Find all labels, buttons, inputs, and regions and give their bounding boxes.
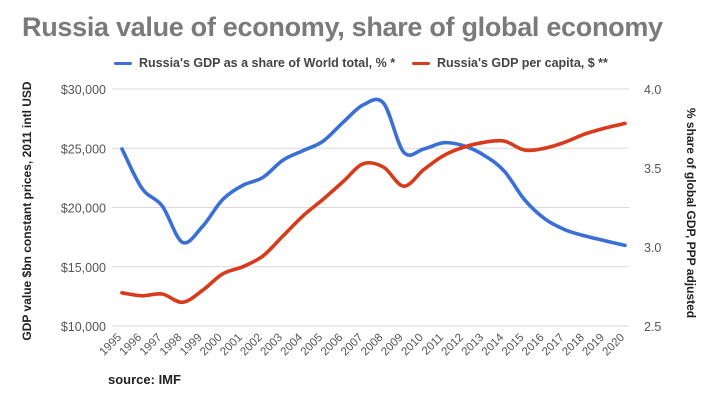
- x-tick-label: 2007: [339, 332, 366, 359]
- legend-swatch-gdp: [412, 61, 430, 65]
- data-point: [503, 170, 506, 172]
- x-tick-label: 2001: [218, 332, 245, 359]
- y-right-tick-label: 4.0: [644, 83, 661, 97]
- legend-swatch-share: [114, 61, 132, 65]
- y-left-tick-label: $30,000: [61, 83, 106, 97]
- x-tick-label: 2011: [420, 332, 446, 358]
- data-point: [423, 148, 425, 150]
- data-point: [282, 235, 284, 237]
- legend-label-share: Russia's GDP as a share of World total, …: [139, 56, 396, 70]
- data-point: [181, 301, 184, 304]
- x-tick-label: 2008: [359, 332, 386, 359]
- data-point: [584, 235, 586, 237]
- data-point: [584, 133, 586, 135]
- x-tick-label: 2020: [601, 332, 628, 359]
- x-tick-label: 1996: [118, 332, 145, 359]
- data-point: [402, 151, 405, 153]
- data-point: [604, 127, 606, 129]
- data-point: [121, 292, 123, 294]
- data-point: [322, 140, 325, 142]
- data-point: [443, 154, 445, 157]
- data-point: [201, 289, 204, 292]
- data-point: [483, 154, 486, 157]
- y-left-tick-label: $20,000: [61, 202, 106, 216]
- data-point: [423, 168, 425, 171]
- x-tick-label: 2006: [319, 332, 346, 359]
- data-point: [161, 293, 163, 295]
- data-point: [201, 225, 204, 228]
- x-tick-label: 2019: [580, 332, 607, 359]
- data-point: [262, 176, 264, 179]
- data-point: [342, 180, 345, 183]
- y-right-tick-label: 3.0: [644, 241, 661, 255]
- data-point: [624, 244, 626, 247]
- data-point: [604, 239, 606, 242]
- x-tick-label: 2014: [480, 331, 507, 358]
- x-tick-label: 2016: [520, 332, 547, 359]
- x-tick-label: 2005: [299, 332, 326, 359]
- data-point: [503, 140, 506, 142]
- data-point: [362, 162, 365, 165]
- data-point: [342, 121, 345, 123]
- data-point: [563, 141, 566, 144]
- x-tick-label: 2000: [198, 332, 225, 359]
- source-note: source: IMF: [108, 372, 181, 387]
- data-point: [141, 187, 143, 190]
- x-tick-label: 2015: [500, 332, 527, 359]
- chart-title: Russia value of economy, share of global…: [22, 12, 663, 42]
- x-tick-label: 2012: [440, 332, 467, 359]
- legend-label-gdp: Russia's GDP per capita, $ **: [437, 56, 608, 70]
- series-line-share: [120, 97, 627, 248]
- legend: Russia's GDP as a share of World total, …: [0, 56, 720, 76]
- data-point: [161, 205, 163, 207]
- data-point: [382, 166, 385, 168]
- series-line-gdp-per-capita: [120, 121, 627, 305]
- y-right-tick-label: 2.5: [644, 320, 661, 334]
- data-point: [563, 228, 566, 231]
- data-point: [322, 198, 325, 200]
- x-tick-label: 2018: [560, 332, 587, 359]
- data-point: [302, 215, 304, 217]
- data-point: [121, 148, 123, 150]
- legend-item-gdp: Russia's GDP per capita, $ **: [412, 56, 608, 70]
- data-point: [141, 295, 143, 297]
- data-point: [483, 141, 486, 144]
- y-left-tick-label: $25,000: [61, 142, 106, 156]
- y-right-tick-label: 3.5: [644, 162, 661, 176]
- x-tick-label: 2004: [279, 331, 306, 358]
- data-point: [402, 185, 405, 187]
- x-tick-label: 1998: [158, 332, 185, 359]
- x-tick-label: 1995: [98, 332, 125, 359]
- data-point: [463, 146, 465, 148]
- x-tick-label: 2010: [399, 332, 426, 359]
- x-tick-label: 2002: [238, 332, 265, 359]
- data-point: [241, 184, 244, 187]
- data-point: [382, 102, 385, 104]
- data-point: [443, 141, 445, 144]
- data-point: [523, 149, 526, 151]
- data-point: [241, 266, 244, 268]
- data-point: [543, 147, 546, 150]
- data-point: [523, 198, 526, 201]
- data-point: [362, 104, 365, 106]
- data-point: [624, 122, 626, 125]
- x-tick-label: 2009: [379, 332, 406, 359]
- legend-item-share: Russia's GDP as a share of World total, …: [114, 56, 395, 70]
- data-point: [221, 273, 224, 275]
- data-point: [221, 198, 224, 201]
- data-point: [262, 255, 264, 257]
- x-tick-label: 2017: [540, 332, 567, 359]
- x-tick-label: 2003: [258, 332, 285, 359]
- data-point: [302, 149, 304, 152]
- data-point: [181, 241, 184, 244]
- y-left-tick-label: $10,000: [61, 320, 106, 334]
- x-tick-label: 1997: [138, 332, 165, 359]
- data-point: [543, 217, 546, 220]
- y-left-tick-label: $15,000: [61, 261, 106, 275]
- x-tick-label: 2013: [460, 332, 487, 359]
- x-tick-label: 1999: [178, 332, 205, 359]
- data-point: [282, 159, 284, 161]
